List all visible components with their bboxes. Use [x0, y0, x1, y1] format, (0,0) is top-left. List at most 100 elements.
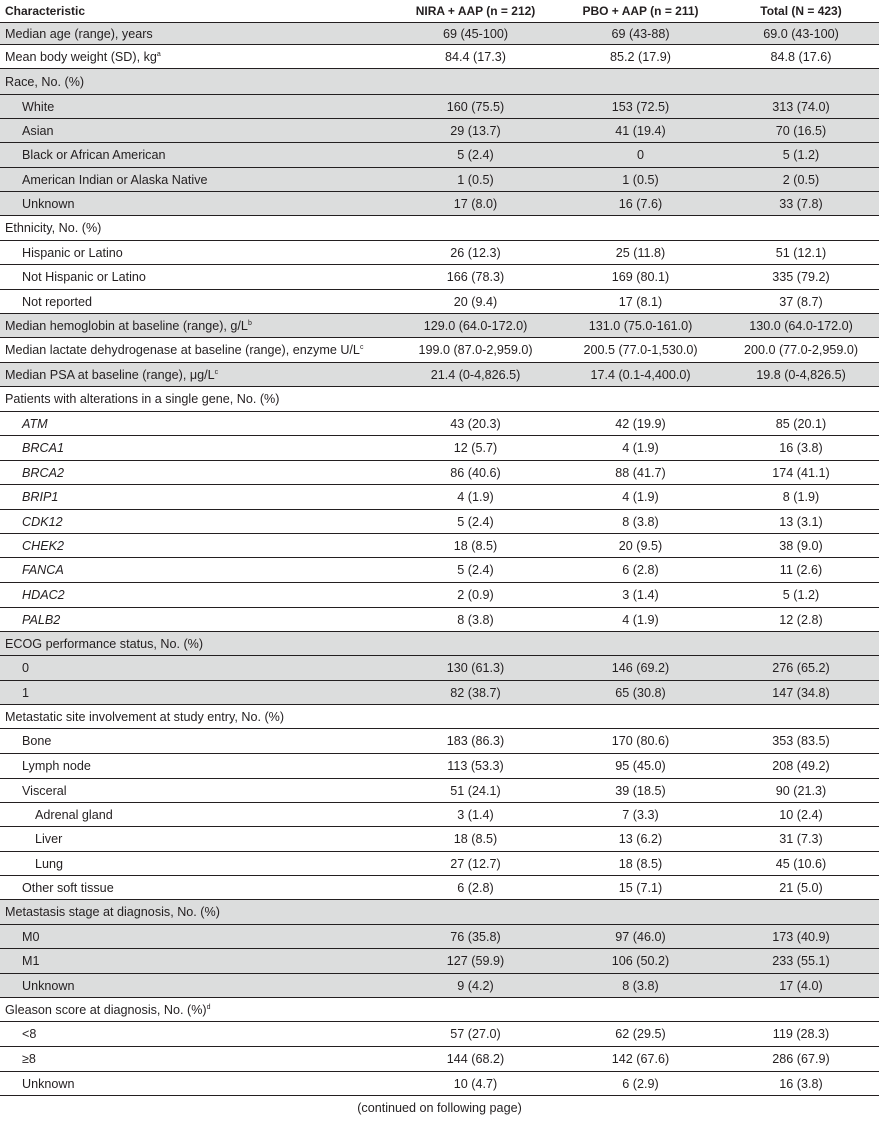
row-label-cell: M1: [0, 948, 393, 974]
table-row: Black or African American 5 (2.4) 0 5 (1.2): [0, 142, 879, 168]
table-row: Metastasis stage at diagnosis, No. (%): [0, 899, 879, 925]
total-value: 51 (12.1): [723, 240, 879, 265]
row-label: Not Hispanic or Latino: [22, 270, 146, 284]
pbo-aap-value: 17.4 (0.1-4,400.0): [558, 362, 723, 387]
row-label: Ethnicity, No. (%): [5, 221, 102, 235]
row-label-cell: ≥8: [0, 1046, 393, 1072]
pbo-aap-value: 42 (19.9): [558, 411, 723, 436]
pbo-aap-value: 13 (6.2): [558, 826, 723, 852]
pbo-aap-value: 88 (41.7): [558, 460, 723, 485]
total-value: 45 (10.6): [723, 851, 879, 876]
table-row: Other soft tissue 6 (2.8) 15 (7.1) 21 (5.0): [0, 875, 879, 900]
table-row: Lymph node 113 (53.3) 95 (45.0) 208 (49.2): [0, 753, 879, 779]
nira-aap-value: 3 (1.4): [393, 802, 558, 827]
table-row: Mean body weight (SD), kga 84.4 (17.3) 85.…: [0, 44, 879, 69]
table-row: Unknown 17 (8.0) 16 (7.6) 33 (7.8): [0, 191, 879, 216]
pbo-aap-value: 146 (69.2): [558, 655, 723, 681]
row-label-cell: Visceral: [0, 778, 393, 803]
total-value: [723, 386, 879, 412]
pbo-aap-value: 97 (46.0): [558, 924, 723, 949]
pbo-aap-value: 69 (43-88): [558, 22, 723, 45]
nira-aap-value: [393, 704, 558, 729]
total-value: 10 (2.4): [723, 802, 879, 827]
row-label-cell: Ethnicity, No. (%): [0, 215, 393, 241]
continued-note: (continued on following page): [357, 1101, 522, 1115]
pbo-aap-value: 200.5 (77.0-1,530.0): [558, 337, 723, 363]
row-label-cell: CHEK2: [0, 533, 393, 558]
nira-aap-value: [393, 997, 558, 1022]
total-value: 353 (83.5): [723, 728, 879, 754]
row-label-cell: ECOG performance status, No. (%): [0, 631, 393, 656]
row-label-cell: BRCA2: [0, 460, 393, 485]
table-row: Adrenal gland 3 (1.4) 7 (3.3) 10 (2.4): [0, 802, 879, 827]
nira-aap-value: 18 (8.5): [393, 533, 558, 558]
row-label: FANCA: [22, 563, 64, 577]
row-label-cell: Gleason score at diagnosis, No. (%)d: [0, 997, 393, 1022]
total-value: 173 (40.9): [723, 924, 879, 949]
footnote-marker: d: [206, 1003, 211, 1011]
row-label-cell: Black or African American: [0, 142, 393, 168]
pbo-aap-value: 131.0 (75.0-161.0): [558, 313, 723, 338]
total-value: 2 (0.5): [723, 167, 879, 192]
table-row: Median lactate dehydrogenase at baseline…: [0, 337, 879, 363]
row-label-cell: CDK12: [0, 509, 393, 534]
total-value: 5 (1.2): [723, 582, 879, 608]
pbo-aap-value: 18 (8.5): [558, 851, 723, 876]
row-label: Median age (range), years: [5, 26, 153, 41]
row-label-cell: Median PSA at baseline (range), μg/Lc: [0, 362, 393, 387]
row-label: Mean body weight (SD), kg: [5, 49, 157, 64]
row-label: Race, No. (%): [5, 74, 85, 89]
nira-aap-value: 21.4 (0-4,826.5): [393, 362, 558, 387]
nira-aap-value: 9 (4.2): [393, 973, 558, 998]
row-label: Gleason score at diagnosis, No. (%): [5, 1002, 207, 1017]
pbo-aap-value: [558, 386, 723, 412]
nira-aap-value: 5 (2.4): [393, 142, 558, 168]
pbo-aap-value: 4 (1.9): [558, 607, 723, 632]
nira-aap-value: [393, 631, 558, 656]
table-row: Race, No. (%): [0, 68, 879, 95]
nira-aap-value: 199.0 (87.0-2,959.0): [393, 337, 558, 363]
total-value: 21 (5.0): [723, 875, 879, 900]
pbo-aap-value: 65 (30.8): [558, 680, 723, 705]
row-label: American Indian or Alaska Native: [22, 172, 208, 187]
row-label-cell: Asian: [0, 118, 393, 143]
row-label-cell: Patients with alterations in a single ge…: [0, 386, 393, 412]
row-label-cell: Lung: [0, 851, 393, 876]
row-label-cell: ATM: [0, 411, 393, 436]
row-label-cell: Not Hispanic or Latino: [0, 264, 393, 290]
nira-aap-value: 20 (9.4): [393, 289, 558, 314]
row-label: CDK12: [22, 514, 63, 529]
pbo-aap-value: 1 (0.5): [558, 167, 723, 192]
row-label: Unknown: [22, 978, 75, 993]
nira-aap-value: 12 (5.7): [393, 435, 558, 461]
row-label: Metastatic site involvement at study ent…: [5, 709, 285, 724]
row-label-cell: Hispanic or Latino: [0, 240, 393, 265]
table-row: Median PSA at baseline (range), μg/Lc 21.…: [0, 362, 879, 387]
pbo-aap-value: 3 (1.4): [558, 582, 723, 608]
nira-aap-value: 144 (68.2): [393, 1046, 558, 1072]
total-value: 19.8 (0-4,826.5): [723, 362, 879, 387]
table-row: <8 57 (27.0) 62 (29.5) 119 (28.3): [0, 1021, 879, 1047]
pbo-aap-value: [558, 68, 723, 95]
row-label: Liver: [35, 832, 63, 846]
row-label: BRIP1: [22, 490, 59, 504]
row-label: Visceral: [22, 783, 67, 798]
total-value: 37 (8.7): [723, 289, 879, 314]
nira-aap-value: [393, 899, 558, 925]
row-label: White: [22, 99, 55, 114]
table-row: Unknown 10 (4.7) 6 (2.9) 16 (3.8): [0, 1071, 879, 1096]
row-label: Median PSA at baseline (range), μg/L: [5, 367, 215, 382]
table-row: Unknown 9 (4.2) 8 (3.8) 17 (4.0): [0, 973, 879, 998]
total-value: 17 (4.0): [723, 973, 879, 998]
table-row: M0 76 (35.8) 97 (46.0) 173 (40.9): [0, 924, 879, 949]
row-label-cell: Median lactate dehydrogenase at baseline…: [0, 337, 393, 363]
table-row: Median age (range), years 69 (45-100) 69 (…: [0, 22, 879, 45]
total-value: 33 (7.8): [723, 191, 879, 216]
nira-aap-value: 84.4 (17.3): [393, 44, 558, 69]
row-label: Hispanic or Latino: [22, 245, 123, 260]
pbo-aap-value: 6 (2.8): [558, 557, 723, 583]
total-value: 276 (65.2): [723, 655, 879, 681]
pbo-aap-value: 7 (3.3): [558, 802, 723, 827]
total-value: [723, 704, 879, 729]
nira-aap-value: 29 (13.7): [393, 118, 558, 143]
